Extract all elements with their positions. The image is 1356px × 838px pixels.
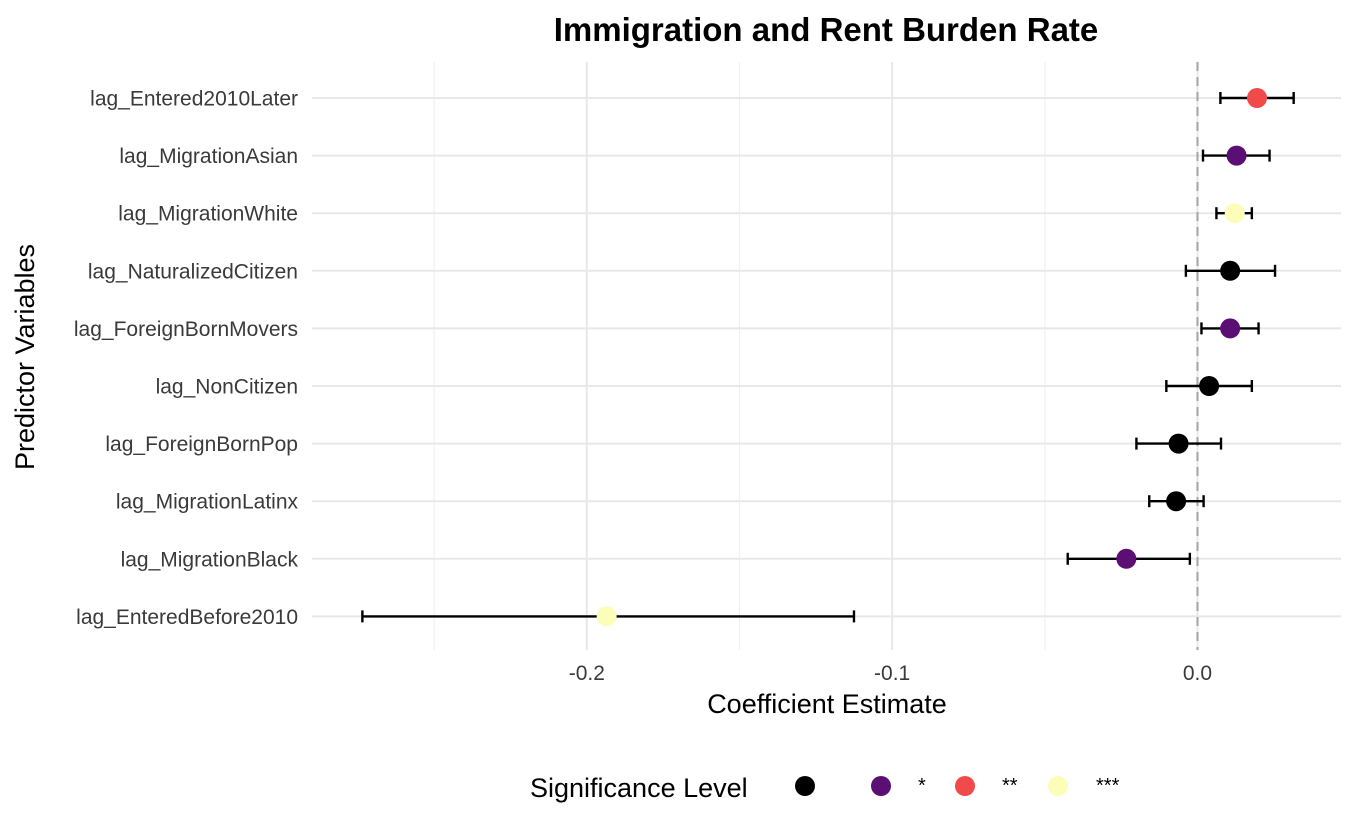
major-x-gridlines xyxy=(585,62,1199,650)
estimate-point xyxy=(1220,260,1241,281)
x-tick-label: 0.0 xyxy=(1183,662,1212,685)
legend-label: *** xyxy=(1096,775,1120,797)
estimate-point xyxy=(1199,376,1220,396)
estimate-points xyxy=(596,88,1268,627)
legend-swatch xyxy=(1048,776,1068,796)
legend-label: ** xyxy=(1002,775,1018,797)
y-tick-label: lag_ForeignBornMovers xyxy=(74,318,298,341)
x-tick-label: -0.2 xyxy=(569,662,605,685)
y-tick-label: lag_NonCitizen xyxy=(156,376,298,399)
y-tick-label: lag_NaturalizedCitizen xyxy=(88,260,298,283)
legend-title: Significance Level xyxy=(530,773,748,803)
y-tick-label: lag_Entered2010Later xyxy=(90,88,298,111)
estimate-point xyxy=(1168,433,1189,454)
legend-swatch xyxy=(795,776,815,796)
legend-swatch xyxy=(871,776,891,796)
y-tick-label: lag_ForeignBornPop xyxy=(105,433,298,456)
estimate-point xyxy=(1226,145,1247,166)
x-tick-labels: -0.2 -0.1 0.0 xyxy=(569,662,1212,685)
major-y-gridlines xyxy=(312,97,1341,618)
y-tick-label: lag_MigrationBlack xyxy=(121,548,299,571)
y-tick-label: lag_MigrationWhite xyxy=(118,203,298,226)
y-tick-label: lag_MigrationAsian xyxy=(119,145,298,168)
y-tick-label: lag_EnteredBefore2010 xyxy=(76,606,298,629)
minor-gridlines xyxy=(433,62,1046,650)
x-tick-label: -0.1 xyxy=(874,662,910,685)
y-axis-label: Predictor Variables xyxy=(10,244,40,470)
y-tick-label: lag_MigrationLatinx xyxy=(116,491,299,514)
y-tick-labels: lag_Entered2010Later lag_MigrationAsianla… xyxy=(74,88,299,629)
estimate-point xyxy=(1166,491,1187,512)
legend-entries: * ** *** xyxy=(795,775,1120,797)
estimate-point xyxy=(1116,548,1137,569)
chart-title: Immigration and Rent Burden Rate xyxy=(554,11,1099,48)
estimate-point xyxy=(1224,203,1245,224)
legend-label: * xyxy=(918,775,926,797)
x-axis-label: Coefficient Estimate xyxy=(707,689,947,719)
estimate-point xyxy=(1220,318,1241,339)
estimate-point xyxy=(1247,88,1268,108)
legend: Significance Level * ** *** xyxy=(530,773,1120,803)
error-bars xyxy=(361,92,1295,623)
estimate-point xyxy=(596,606,617,627)
legend-swatch xyxy=(955,776,975,796)
